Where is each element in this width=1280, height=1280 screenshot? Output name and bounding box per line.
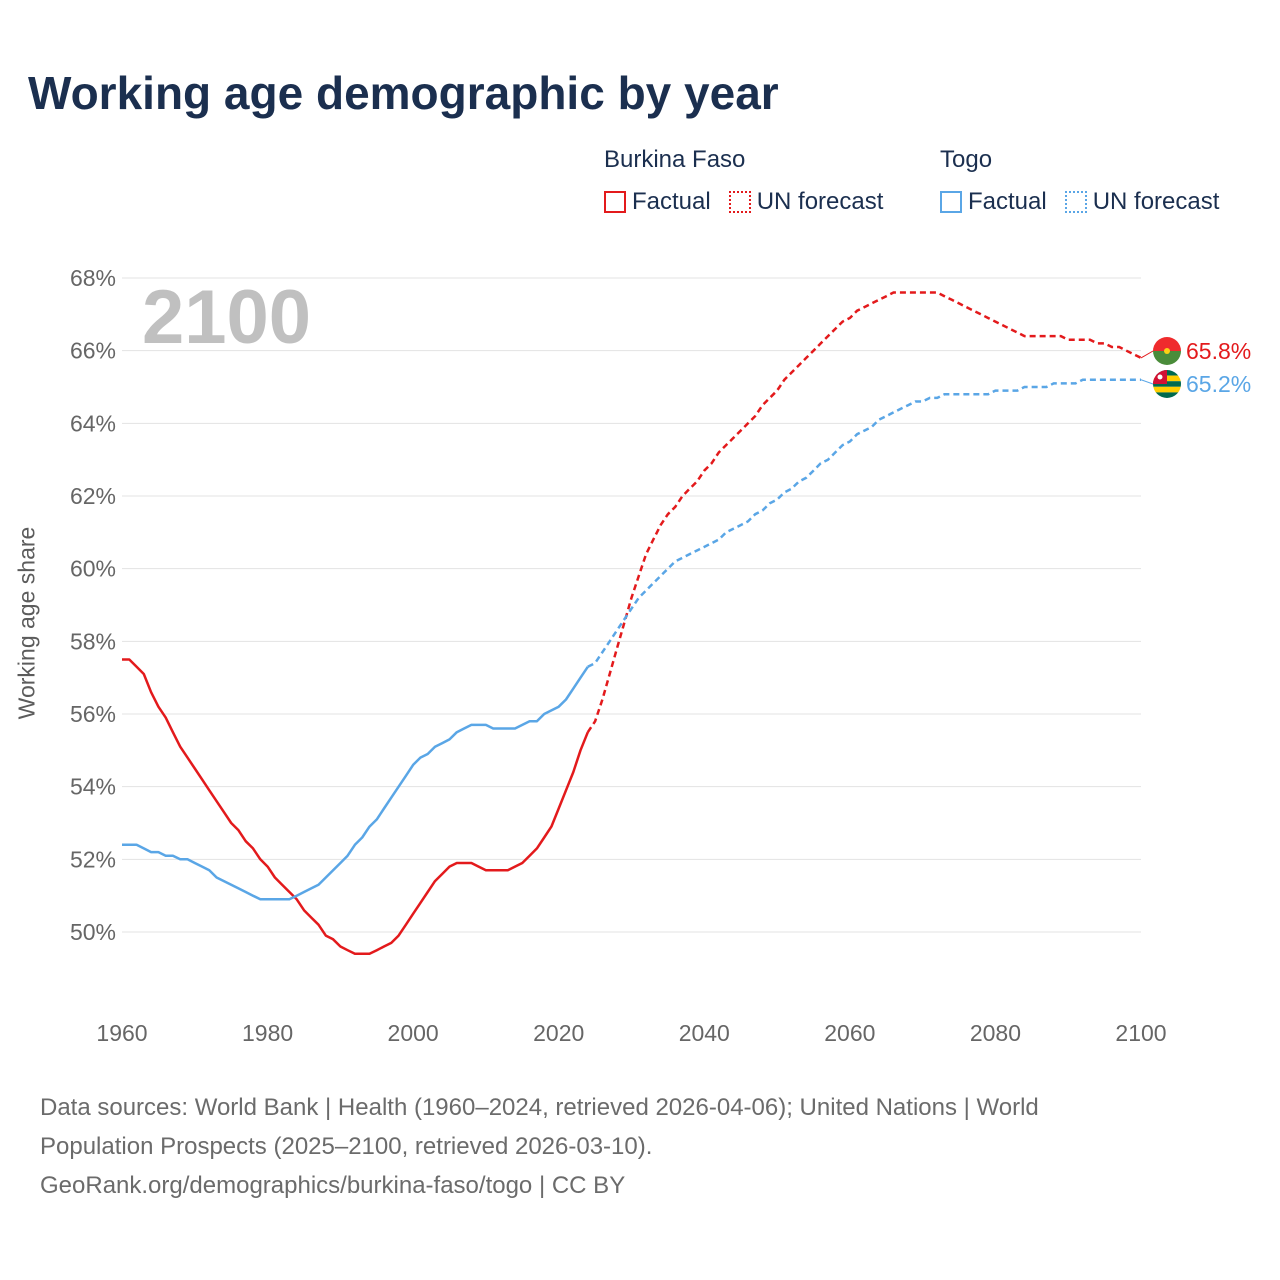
x-tick-label-1960: 1960: [96, 1020, 147, 1046]
x-tick-label-2000: 2000: [388, 1020, 439, 1046]
x-tick-label-2100: 2100: [1115, 1020, 1166, 1046]
x-tick-label-2040: 2040: [679, 1020, 730, 1046]
y-tick-label-56: 56%: [70, 701, 116, 727]
legend-country-burkina-faso: Burkina Faso: [604, 146, 746, 173]
y-tick-label-60: 60%: [70, 556, 116, 582]
legend-label: Factual: [632, 188, 711, 215]
legend-item-burkina-faso-forecast[interactable]: UN forecast: [728, 188, 884, 216]
grid-lines: [122, 277, 1141, 933]
footer-source-line-1: Data sources: World Bank | Health (1960–…: [40, 1094, 1039, 1121]
page-title: Working age demographic by year: [28, 67, 779, 119]
flag-burkina-faso-icon: [1153, 337, 1181, 365]
y-tick-label-64: 64%: [70, 410, 116, 436]
line-burkina-faso-factual: [122, 658, 589, 956]
flag-togo-icon: [1153, 370, 1181, 398]
legend-country-togo: Togo: [940, 146, 993, 173]
y-tick-label-50: 50%: [70, 919, 116, 945]
line-togo-factual: [122, 666, 589, 901]
legend-group-togo: Togo Factual UN forecast: [940, 146, 1219, 216]
swatch-burkina-faso-forecast: [728, 191, 751, 213]
swatch-togo-factual: [940, 191, 962, 213]
y-tick-label-58: 58%: [70, 628, 116, 654]
leader-line-togo: [1140, 379, 1154, 385]
x-tick-label-1980: 1980: [242, 1020, 293, 1046]
y-tick-label-52: 52%: [70, 846, 116, 872]
y-tick-label-54: 54%: [70, 774, 116, 800]
x-tick-label-2080: 2080: [970, 1020, 1021, 1046]
line-chart: 2100 50% 52% 54% 56% 58% 60% 62% 64% 66% 68% 1960…: [70, 265, 1251, 1046]
x-tick-label-2060: 2060: [824, 1020, 875, 1046]
y-tick-labels: 50% 52% 54% 56% 58% 60% 62% 64% 66% 68%: [70, 265, 116, 945]
swatch-togo-forecast: [1064, 191, 1087, 213]
end-value-label-burkina-faso: 65.8%: [1186, 338, 1251, 364]
line-burkina-faso-forecast: [586, 291, 1142, 733]
y-tick-label-66: 66%: [70, 338, 116, 364]
legend-item-togo-factual[interactable]: Factual: [940, 188, 1047, 216]
year-watermark: 2100: [142, 275, 311, 360]
legend-group-burkina-faso: Burkina Faso Factual UN forecast: [604, 146, 883, 216]
footer-source-line-2: Population Prospects (2025–2100, retriev…: [40, 1133, 653, 1160]
legend-item-togo-forecast[interactable]: UN forecast: [1064, 188, 1220, 216]
swatch-burkina-faso-factual: [604, 191, 626, 213]
end-markers: 65.8% 65.2%: [1140, 337, 1251, 398]
legend-label: UN forecast: [756, 188, 884, 215]
leader-line-burkina-faso: [1140, 350, 1154, 359]
legend-label: Factual: [968, 188, 1047, 215]
x-tick-label-2020: 2020: [533, 1020, 584, 1046]
footer: Data sources: World Bank | Health (1960–…: [40, 1088, 1240, 1205]
line-togo-forecast: [587, 378, 1141, 668]
legend-item-burkina-faso-factual[interactable]: Factual: [604, 188, 711, 216]
x-tick-labels: 1960 1980 2000 2020 2040 2060 2080 2100: [96, 1020, 1166, 1046]
series-lines: [122, 291, 1142, 956]
y-tick-label-62: 62%: [70, 483, 116, 509]
end-value-label-togo: 65.2%: [1186, 371, 1251, 397]
legend-label: UN forecast: [1092, 188, 1220, 215]
footer-link[interactable]: GeoRank.org/demographics/burkina-faso/to…: [40, 1172, 626, 1199]
y-tick-label-68: 68%: [70, 265, 116, 291]
